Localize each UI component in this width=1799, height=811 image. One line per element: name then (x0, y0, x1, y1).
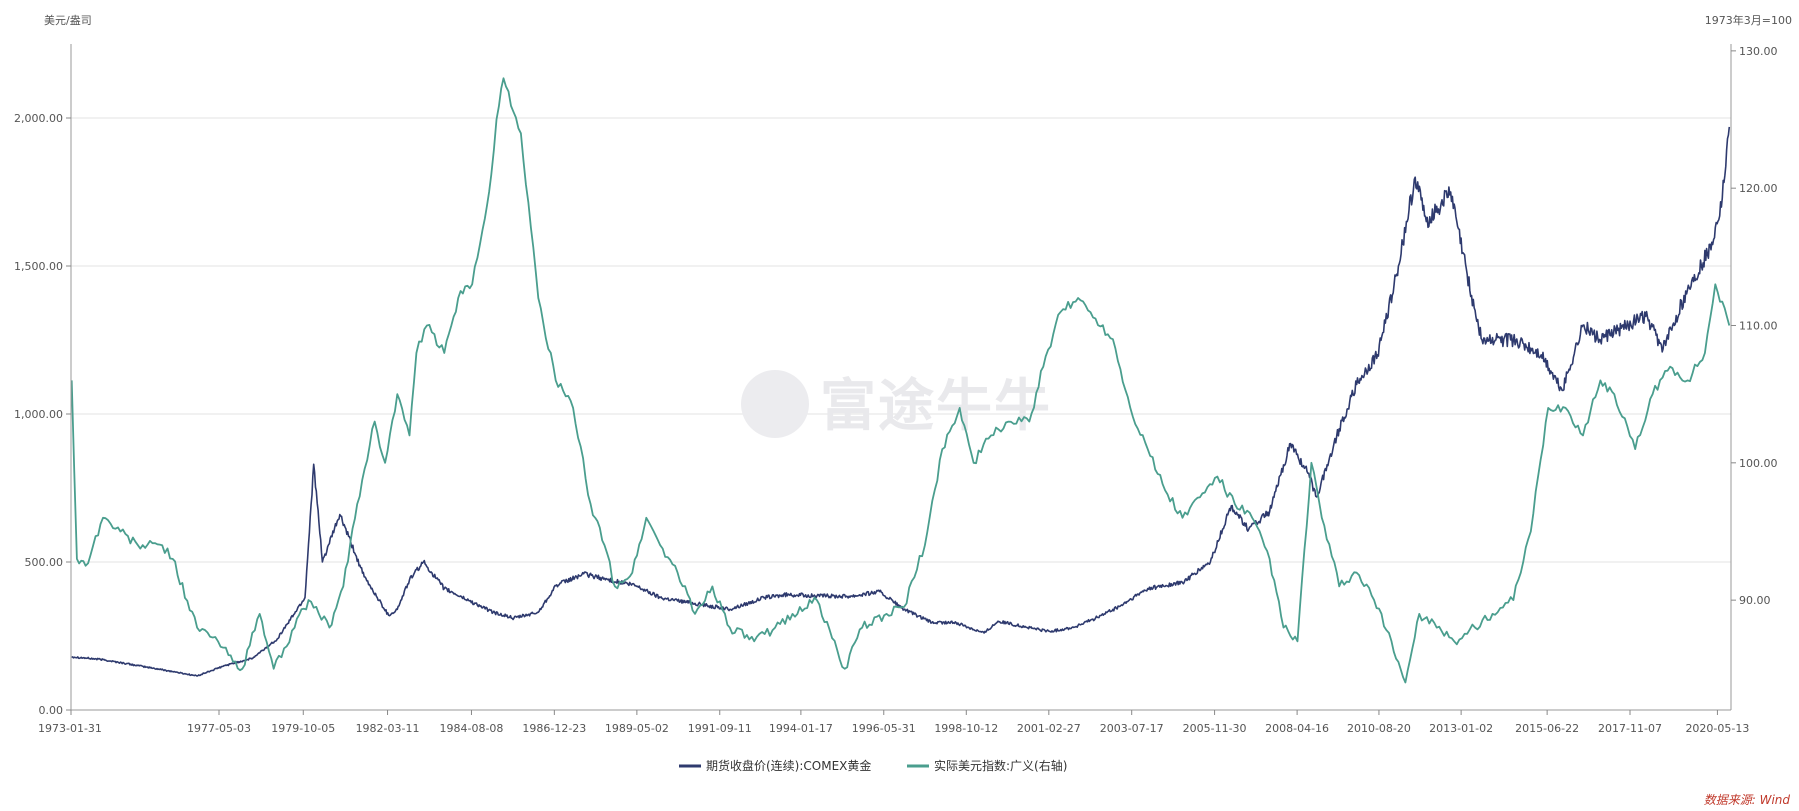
watermark-text: 富途牛牛 (820, 374, 1052, 439)
x-tick-label: 1994-01-17 (769, 722, 833, 735)
legend: 期货收盘价(连续):COMEX黄金 实际美元指数:广义(右轴) (679, 758, 1067, 773)
x-tick-label: 1989-05-02 (605, 722, 669, 735)
right-tick-label: 110.00 (1739, 320, 1778, 333)
x-tick-label: 1977-05-03 (187, 722, 251, 735)
x-tick-label: 2003-07-17 (1100, 722, 1164, 735)
watermark: 富途牛牛 (741, 370, 1052, 439)
left-tick-label: 1,500.00 (14, 260, 63, 273)
axes (70, 44, 1732, 711)
legend-label-gold: 期货收盘价(连续):COMEX黄金 (706, 758, 871, 773)
left-tick-label: 500.00 (25, 556, 64, 569)
left-axis-unit: 美元/盎司 (44, 13, 92, 27)
legend-item-usd-index[interactable]: 实际美元指数:广义(右轴) (907, 758, 1067, 773)
left-axis-ticks: 0.00 500.00 1,000.00 1,500.00 2,000.00 (14, 112, 71, 717)
watermark-logo-icon (741, 370, 809, 438)
x-tick-label: 1991-09-11 (688, 722, 752, 735)
x-tick-label: 2015-06-22 (1515, 722, 1579, 735)
right-tick-label: 100.00 (1739, 457, 1778, 470)
x-tick-label: 2010-08-20 (1347, 722, 1411, 735)
series-layer (70, 77, 1731, 684)
x-tick-label: 2001-02-27 (1017, 722, 1081, 735)
x-tick-label: 1973-01-31 (38, 722, 102, 735)
x-tick-label: 2017-11-07 (1598, 722, 1662, 735)
right-tick-label: 90.00 (1739, 594, 1771, 607)
right-axis-unit: 1973年3月=100 (1705, 13, 1792, 27)
x-tick-label: 1998-10-12 (934, 722, 998, 735)
x-tick-label: 1986-12-23 (522, 722, 586, 735)
left-tick-label: 2,000.00 (14, 112, 63, 125)
right-axis-ticks: 90.00 100.00 110.00 120.00 130.00 (1731, 45, 1778, 607)
x-tick-label: 2020-05-13 (1685, 722, 1749, 735)
right-tick-label: 130.00 (1739, 45, 1778, 58)
legend-item-gold[interactable]: 期货收盘价(连续):COMEX黄金 (679, 758, 871, 773)
x-tick-label: 1982-03-11 (356, 722, 420, 735)
x-tick-label: 2005-11-30 (1183, 722, 1247, 735)
data-source: 数据来源: Wind (1704, 793, 1791, 807)
series-line-gold (71, 126, 1731, 677)
left-tick-label: 1,000.00 (14, 408, 63, 421)
x-tick-label: 1996-05-31 (852, 722, 916, 735)
series-line-usd-index (70, 77, 1731, 684)
legend-label-usd-index: 实际美元指数:广义(右轴) (934, 758, 1067, 773)
x-tick-label: 2013-01-02 (1429, 722, 1493, 735)
x-tick-label: 1984-08-08 (439, 722, 503, 735)
left-tick-label: 0.00 (39, 704, 64, 717)
right-tick-label: 120.00 (1739, 182, 1778, 195)
x-axis-ticks: 1973-01-31 1977-05-03 1979-10-05 1982-03-11… (38, 710, 1749, 735)
gridlines (71, 117, 1731, 563)
x-tick-label: 1979-10-05 (271, 722, 335, 735)
x-tick-label: 2008-04-16 (1265, 722, 1329, 735)
